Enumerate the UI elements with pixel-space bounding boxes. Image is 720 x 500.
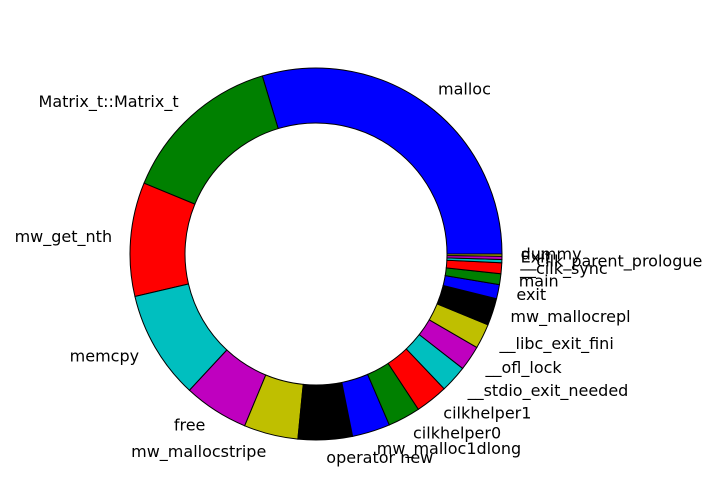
slice-label-8: mw_malloc1dlong: [377, 439, 521, 459]
slice-label-14: mw_mallocrepl: [510, 307, 630, 327]
slice-label-15: exit: [516, 285, 546, 304]
slice-label-11: __stdio_exit_needed: [467, 381, 629, 401]
slice-label-16: main: [519, 271, 559, 290]
slice-label-1: malloc: [438, 79, 491, 98]
slice-label-9: cilkhelper0: [413, 424, 501, 443]
slice-label-4: memcpy: [70, 346, 139, 365]
slice-label-17: __cilk_sync: [519, 259, 608, 279]
slice-label-2: Matrix_t::Matrix_t: [39, 92, 179, 112]
slice-20: [446, 253, 503, 257]
slice-label-10: cilkhelper1: [443, 404, 531, 423]
slice-1: [261, 67, 503, 255]
slice-label-18: __cilk_parent_prologue: [519, 251, 702, 271]
slice-labels: mallocMatrix_t::Matrix_tmw_get_nthmemcpy…: [15, 79, 703, 467]
donut-slices: [129, 67, 503, 441]
slice-label-5: free: [174, 416, 206, 435]
slice-label-13: __libc_exit_fini: [499, 334, 614, 354]
slice-label-12: __ofl_lock: [485, 358, 563, 378]
slice-3: [129, 182, 196, 298]
slice-label-20: dummy: [521, 245, 582, 264]
slice-label-3: mw_get_nth: [15, 227, 113, 247]
slice-label-7: operator new: [326, 448, 433, 467]
slice-label-6: mw_mallocstripe: [131, 442, 266, 462]
slice-label-19: Exit: [521, 248, 551, 267]
